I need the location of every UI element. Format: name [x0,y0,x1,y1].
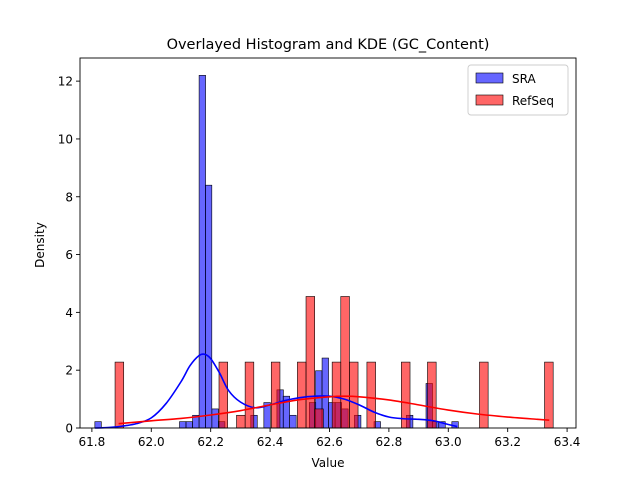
histogram-bar-refseq [297,361,307,429]
legend-label-sra: SRA [512,72,536,86]
chart-title: Overlayed Histogram and KDE (GC_Content) [167,37,490,53]
histogram-bar-refseq [305,296,315,429]
legend-swatch-refseq [475,94,504,106]
y-tick-label: 12 [58,75,73,89]
x-tick-label: 62.6 [316,435,343,449]
y-tick-label: 4 [65,306,73,320]
histogram-bar-refseq [349,361,359,429]
y-tick-label: 10 [58,132,73,146]
histogram-bar-refseq [270,361,281,429]
y-tick-label: 2 [65,364,73,378]
legend: SRA RefSeq [467,64,569,116]
kde-line-refseq [118,395,550,425]
axes: 61.8 62.0 62.2 62.4 62.6 62.8 63.0 63.2 63.4 0 2 4 6… [58,57,581,449]
plot-frame [79,57,577,429]
histogram-bar-sra [179,421,187,429]
y-tick-label: 0 [65,422,73,436]
x-tick-label: 62.8 [376,435,403,449]
histogram-bar-refseq [244,361,255,429]
histogram-bar-refseq [114,361,125,429]
x-tick-label: 62.4 [257,435,284,449]
histogram-bar-sra [211,408,219,429]
histogram-bar-refseq [544,361,554,429]
histogram-bar-sra [205,184,213,429]
x-tick-label: 63.0 [435,435,462,449]
x-tick-label: 62.0 [138,435,165,449]
x-tick-label: 61.8 [79,435,106,449]
legend-swatch-sra [475,72,504,84]
x-tick-label: 63.2 [494,435,521,449]
histogram-bar-refseq [314,408,324,429]
x-tick-label: 62.2 [197,435,224,449]
series-refseq-bars [114,296,554,429]
histogram-bar-refseq [331,361,342,429]
histogram-bar-sra [289,414,297,429]
y-tick-label: 6 [65,248,73,262]
y-axis-label: Density [33,222,47,268]
histogram-bar-refseq [236,414,246,429]
legend-label-refseq: RefSeq [512,94,554,108]
kde-lines [94,353,550,429]
histogram-bar-refseq [366,361,376,429]
histogram-bar-sra [198,75,206,429]
histogram-bar-refseq [427,361,437,429]
x-tick-label: 63.4 [554,435,581,449]
histogram-bar-refseq [218,361,228,429]
histogram-bar-refseq [479,361,489,429]
y-tick-label: 8 [65,190,73,204]
histogram-bar-refseq [340,296,350,429]
x-axis-label: Value [312,456,345,470]
histogram-bar-sra [185,421,193,429]
